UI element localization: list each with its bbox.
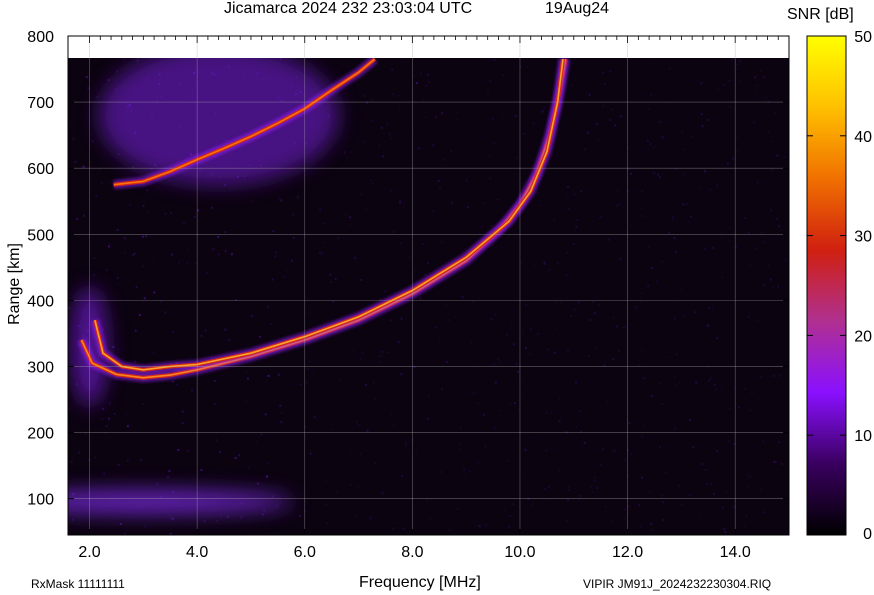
- trace-core-1: [94, 59, 564, 371]
- y-tick-label-5: 600: [27, 161, 54, 178]
- y-tick-label-4: 500: [27, 227, 54, 244]
- y-tick-label-6: 700: [27, 95, 54, 112]
- colorbar-label: SNR [dB]: [787, 6, 854, 23]
- y-tick-label-2: 300: [27, 359, 54, 376]
- x-tick-label-3: 8.0: [401, 544, 423, 561]
- y-tick-label-7: 800: [27, 29, 54, 46]
- chart-title: Jicamarca 2024 232 23:03:04 UTC: [224, 0, 473, 17]
- colorbar-tick-label-2: 20: [854, 328, 872, 345]
- colorbar: [806, 35, 847, 536]
- colorbar-tick-label-1: 10: [854, 428, 872, 445]
- x-tick-label-1: 4.0: [186, 544, 208, 561]
- rxmask-label: RxMask 11111111: [31, 577, 125, 591]
- x-axis-label: Frequency [MHz]: [359, 574, 481, 591]
- x-tick-label-2: 6.0: [294, 544, 316, 561]
- x-tick-label-0: 2.0: [78, 544, 100, 561]
- y-tick-label-0: 100: [27, 492, 54, 509]
- colorbar-tick-label-4: 40: [854, 129, 872, 146]
- x-tick-label-6: 14.0: [720, 544, 751, 561]
- chart-date: 19Aug24: [545, 0, 610, 17]
- y-tick-label-3: 400: [27, 293, 54, 310]
- file-label: VIPIR JM91J_2024232230304.RIQ: [583, 577, 772, 591]
- x-tick-label-5: 12.0: [612, 544, 643, 561]
- colorbar-tick-label-0: 0: [863, 526, 872, 543]
- colorbar-tick-label-5: 50: [854, 29, 872, 46]
- x-tick-label-4: 10.0: [504, 544, 535, 561]
- colorbar-tick-label-3: 30: [854, 229, 872, 246]
- trace-core-2: [113, 58, 376, 186]
- y-tick-label-1: 200: [27, 426, 54, 443]
